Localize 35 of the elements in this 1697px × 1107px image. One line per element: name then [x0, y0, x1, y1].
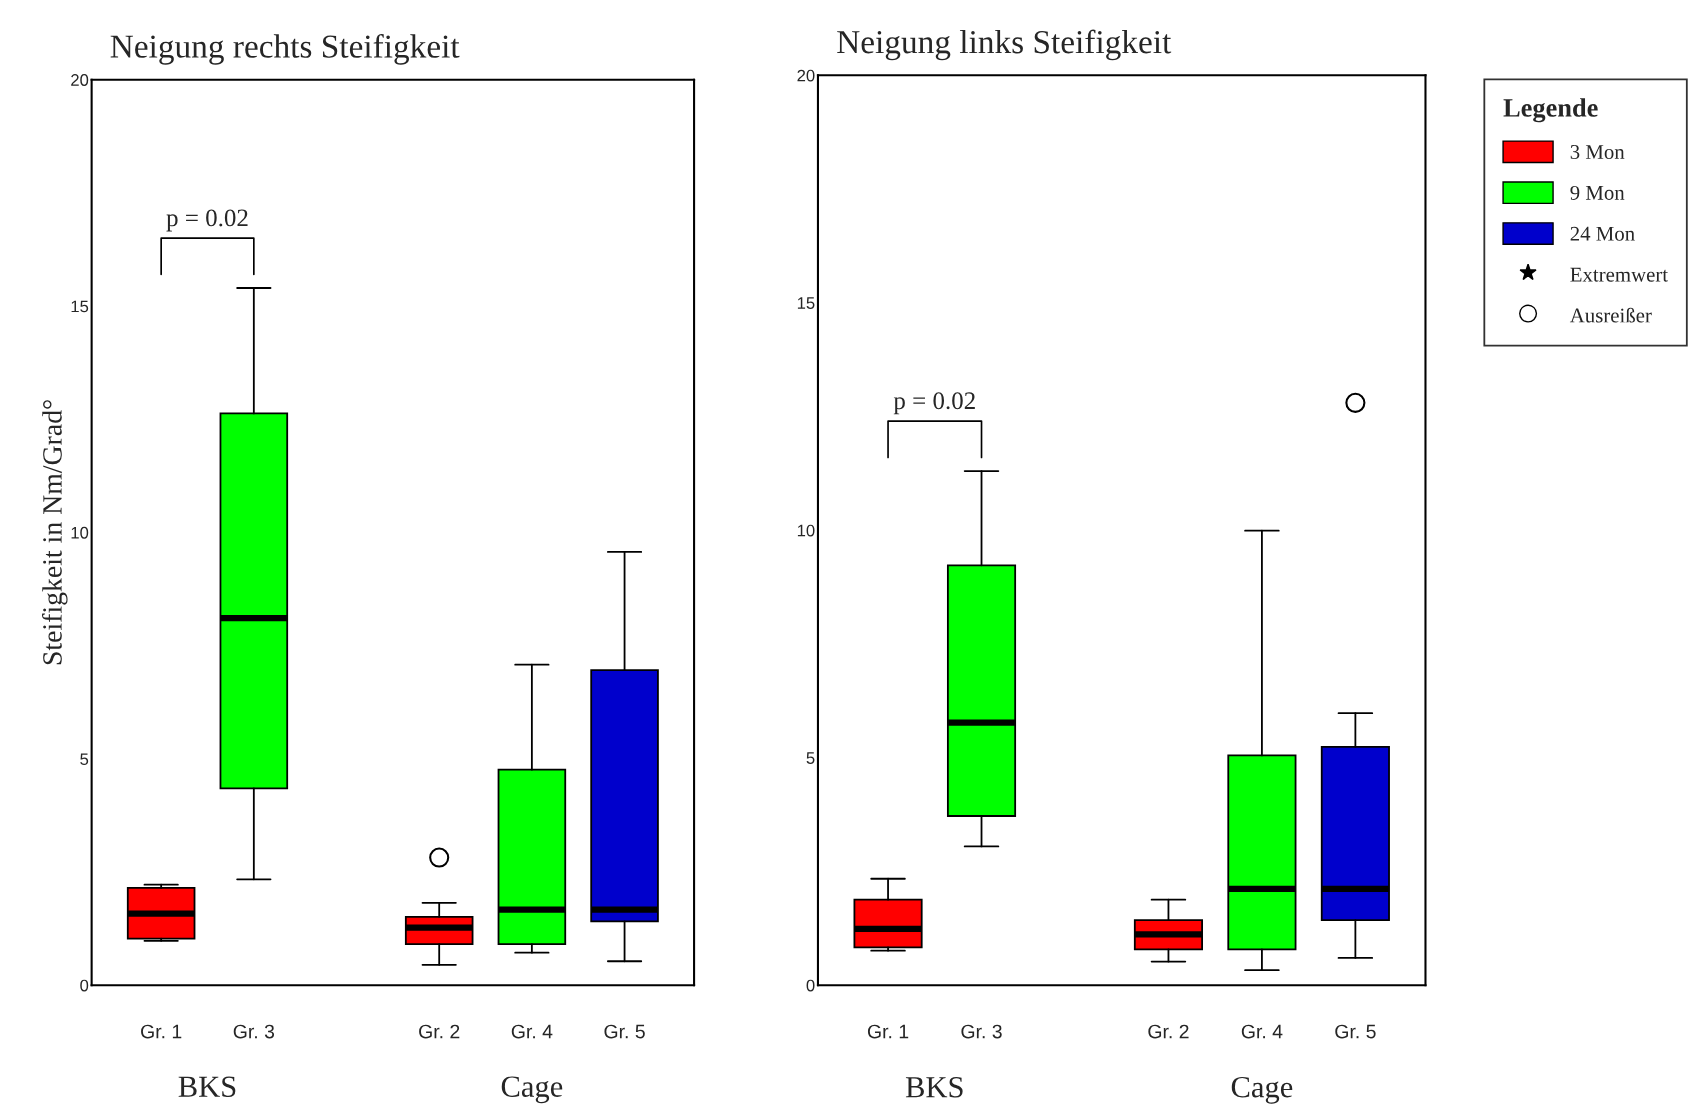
text: Cage	[501, 1076, 563, 1104]
text: BKS	[905, 1076, 963, 1098]
y-axis-title: Steifigkeit in Nm/Grad°	[41, 400, 68, 665]
legend-label: 9 Mon	[1570, 185, 1625, 200]
x-tick-label: Gr. 5	[1335, 1024, 1376, 1039]
text: Cage	[1231, 1076, 1293, 1104]
legend-label: 3 Mon	[1570, 144, 1625, 159]
x-tick-label: Gr. 1	[867, 1024, 909, 1039]
y-tick-label: 10	[797, 524, 815, 537]
x-tick-label: Gr. 4	[1241, 1024, 1283, 1039]
x-tick-label: Gr. 3	[961, 1024, 1002, 1039]
legend-title: Legende	[1503, 98, 1598, 123]
y-tick-label: 5	[80, 753, 89, 766]
x-tick-label: Gr. 3	[233, 1024, 275, 1039]
y-tick-label: 20	[71, 74, 89, 86]
x-tick-label: Gr. 5	[604, 1024, 645, 1039]
y-tick-label: 15	[797, 297, 815, 309]
legend-label: Ausreißer	[1569, 307, 1652, 323]
x-tick-label: Gr. 1	[141, 1024, 182, 1039]
y-tick-label: 0	[80, 979, 89, 992]
chart-title: Neigung links Steifigkeit	[837, 29, 1172, 61]
x-tick-label: Gr. 2	[1148, 1024, 1189, 1039]
annotation: p = 0.02	[166, 209, 248, 232]
y-tick-label: 15	[71, 300, 89, 313]
chart-title: Neigung rechts Steifigkeit	[110, 34, 460, 65]
legend-label: 24 Mon	[1570, 226, 1635, 241]
annotation: p = 0.02	[893, 392, 975, 415]
y-tick-label: 5	[806, 752, 815, 764]
legend-label: Extremwert	[1570, 267, 1668, 282]
text: BKS	[178, 1076, 236, 1098]
y-tick-label: 10	[71, 526, 89, 539]
y-tick-label: 0	[806, 979, 815, 992]
y-tick-label: 20	[797, 69, 815, 82]
x-tick-label: Gr. 4	[511, 1024, 553, 1039]
x-tick-label: Gr. 2	[419, 1024, 460, 1039]
